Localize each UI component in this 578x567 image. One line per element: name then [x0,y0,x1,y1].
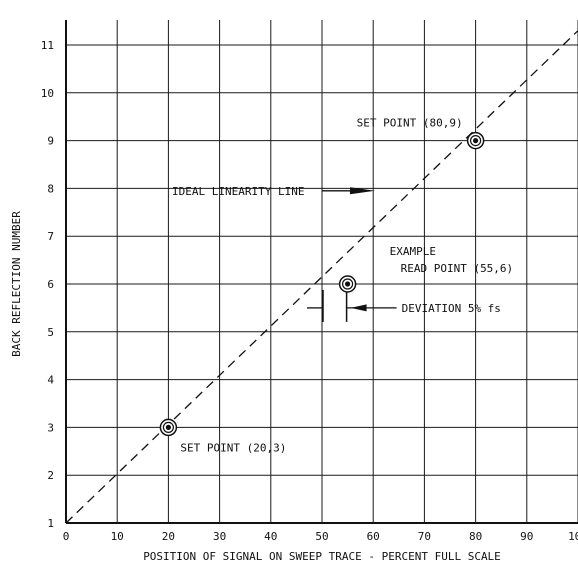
x-tick-label: 90 [520,530,533,543]
ideal-linearity-line [65,30,578,524]
data-point [473,138,479,144]
data-point [345,281,351,287]
x-tick-label: 10 [111,530,124,543]
x-tick-label: 30 [213,530,226,543]
x-tick-label: 100 [568,530,578,543]
points [159,131,485,437]
y-tick-labels: 1 2 3 4 5 6 7 8 9 10 11 [41,39,55,530]
y-tick-label: 3 [47,421,54,434]
x-tick-label: 40 [264,530,277,543]
x-tick-label: 70 [418,530,431,543]
annotations: SET POINT (20,3) SET POINT (80,9) EXAMPLE R… [172,117,513,455]
y-tick-label: 7 [47,230,54,243]
y-tick-label: 4 [47,374,54,387]
deviation-arrow-head [350,304,367,312]
y-tick-label: 9 [47,135,54,148]
y-axis-label: BACK REFLECTION NUMBER [10,211,23,357]
deviation-label: DEVIATION 5% fs [402,302,501,315]
read-point-label: READ POINT (55,6) [401,262,514,275]
data-point-inner-ring [470,135,482,147]
data-point-inner-ring [342,278,354,290]
y-tick-label: 11 [41,39,54,52]
x-tick-label: 0 [63,530,70,543]
y-tick-label: 2 [47,469,54,482]
y-tick-label: 8 [47,182,54,195]
axes [65,20,578,524]
series [65,30,578,524]
set-point-label: SET POINT (20,3) [180,441,286,454]
ideal-linearity-label: IDEAL LINEARITY LINE [172,185,304,198]
x-tick-label: 20 [162,530,175,543]
y-tick-label: 10 [41,87,54,100]
x-tick-labels: 0 10 20 30 40 50 60 70 80 90 100 [63,530,578,543]
y-tick-label: 6 [47,278,54,291]
x-tick-label: 50 [315,530,328,543]
x-axis-label: POSITION OF SIGNAL ON SWEEP TRACE - PERC… [143,550,501,563]
y-tick-label: 5 [47,326,54,339]
data-point-inner-ring [162,421,174,433]
data-point [165,424,171,430]
x-tick-label: 80 [469,530,482,543]
x-tick-label: 60 [367,530,380,543]
y-tick-label: 1 [47,517,54,530]
grid [66,20,578,523]
set-point-label: SET POINT (80,9) [357,117,463,130]
ideal-linearity-arrow-head [350,187,375,195]
example-label: EXAMPLE [390,245,436,258]
